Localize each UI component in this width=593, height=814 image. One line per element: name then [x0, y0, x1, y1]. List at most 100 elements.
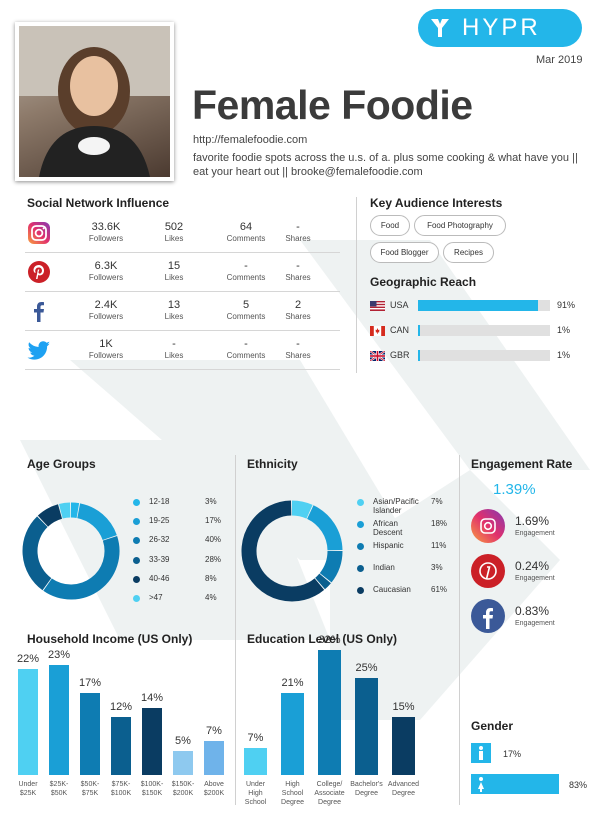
ethnicity-legend-item: Indian 3%: [357, 563, 452, 576]
education-bar-value: 32%: [318, 634, 341, 647]
education-category: Bachelor's Degree: [347, 780, 387, 798]
interest-tag[interactable]: Food: [370, 215, 410, 236]
comments-label: Comments: [226, 351, 266, 360]
income-bar: [80, 693, 100, 775]
followers-label: Followers: [88, 273, 124, 282]
gender-bar-male: [471, 743, 491, 763]
profile-name: Female Foodie: [192, 82, 473, 128]
legend-pct: 3%: [205, 497, 217, 506]
geo-row-gbr: GBR 1%: [370, 349, 585, 363]
twitter-shares: -: [296, 338, 300, 350]
hypr-logo-icon: [431, 19, 449, 37]
age-slice: [37, 504, 63, 527]
instagram-icon: [480, 518, 496, 534]
education-category-label: Degree: [355, 790, 378, 797]
legend-swatch: [133, 518, 140, 526]
likes-label: Likes: [164, 312, 184, 321]
shares-label: Shares: [285, 273, 311, 282]
education-category-label: College/: [316, 781, 343, 788]
engagement-value: 0.24%: [515, 559, 550, 573]
geo-bar-can: [418, 325, 420, 336]
income-bar: [111, 717, 131, 775]
followers-label: Followers: [88, 312, 124, 321]
ethnicity-legend-item: African Descent 18%: [357, 519, 452, 537]
income-category-label: $150K: [141, 790, 163, 797]
engagement-facebook: [471, 599, 505, 633]
income-bar: [142, 707, 162, 775]
pinterest-shares: -: [296, 260, 300, 272]
interest-tag[interactable]: Food Photography: [414, 215, 506, 236]
followers-label: Followers: [88, 351, 124, 360]
age-slice: [76, 503, 117, 541]
interests-title: Key Audience Interests: [370, 196, 503, 210]
twitter-icon[interactable]: [27, 338, 51, 362]
legend-swatch: [133, 499, 140, 506]
income-category-label: $25K: [19, 790, 37, 797]
shares-label: Shares: [285, 312, 311, 321]
social-row-facebook: 2.4K Followers 13 Likes 5 Comments 2 Shares: [25, 292, 340, 331]
pinterest-icon[interactable]: [27, 260, 51, 284]
ethnicity-donut-chart: [241, 500, 343, 602]
ethnicity-slice: [241, 500, 325, 602]
education-category-label: Degree: [392, 790, 415, 797]
likes-label: Likes: [164, 273, 184, 282]
income-category-label: $100K-: [140, 781, 164, 788]
logo-text: HYPR: [462, 14, 541, 41]
hypr-logo[interactable]: HYPR: [418, 9, 582, 47]
ethnicity-slice: [306, 505, 343, 551]
section-divider: [235, 455, 236, 805]
legend-swatch: [357, 521, 364, 528]
followers-label: Followers: [88, 234, 124, 243]
legend-label: >47: [149, 593, 163, 602]
legend-swatch: [133, 556, 140, 564]
income-category: Under $25K: [8, 780, 48, 798]
pinterest-icon: [479, 562, 497, 580]
income-bar-value: 7%: [206, 725, 222, 738]
education-category: College/Associate Degree: [310, 780, 350, 807]
legend-label: 12-18: [149, 497, 170, 506]
comments-label: Comments: [226, 234, 266, 243]
education-category-label: Degree: [281, 799, 304, 806]
pinterest-comments: -: [244, 260, 248, 272]
instagram-comments: 64: [239, 221, 253, 233]
income-bar-value: 14%: [140, 691, 164, 704]
legend-swatch: [357, 587, 364, 594]
twitter-likes: -: [172, 338, 176, 350]
engagement-label: Engagement: [515, 620, 555, 627]
education-bar: [392, 716, 415, 775]
legend-pct: 40%: [205, 535, 222, 545]
education-bar-value: 21%: [281, 677, 304, 690]
legend-label: Hispanic: [373, 541, 404, 550]
male-icon: [479, 746, 483, 760]
interest-tag[interactable]: Recipes: [443, 242, 494, 263]
facebook-followers: 2.4K: [94, 299, 118, 311]
legend-swatch: [357, 543, 364, 550]
geo-pct: 1%: [557, 325, 571, 335]
age-title: Age Groups: [27, 457, 96, 471]
pinterest-likes: 15: [167, 260, 181, 272]
legend-label: 33-39: [149, 554, 170, 564]
female-icon: [478, 777, 484, 792]
education-category-label: Under: [245, 781, 266, 788]
income-bar-value: 17%: [78, 677, 102, 690]
facebook-icon[interactable]: [27, 299, 51, 323]
age-slice: [58, 502, 71, 519]
profile-url[interactable]: http://femalefoodie.com: [193, 134, 308, 146]
education-category-label: School: [281, 790, 304, 797]
geo-track: [418, 350, 550, 361]
education-bar: [355, 677, 378, 775]
interest-tag[interactable]: Food Blogger: [370, 242, 439, 263]
legend-pct: 17%: [205, 516, 222, 526]
engagement-label: Engagement: [515, 530, 555, 537]
income-bar-chart: 22% Under $25K 23% $25K- $50K 17% $50K- $75K 12% $…: [0, 640, 235, 810]
engagement-pinterest: [471, 554, 505, 588]
income-category-label: $75K: [81, 790, 99, 797]
instagram-icon[interactable]: [27, 221, 51, 245]
social-row-twitter: 1K Followers - Likes - Comments - Shares: [25, 331, 340, 370]
geo-row-usa: USA 91%: [370, 299, 585, 313]
education-bar: [281, 693, 304, 775]
legend-swatch: [133, 575, 140, 583]
education-bar-value: 15%: [392, 700, 415, 713]
geo-track: [418, 325, 550, 336]
engagement-value: 0.83%: [515, 604, 550, 618]
